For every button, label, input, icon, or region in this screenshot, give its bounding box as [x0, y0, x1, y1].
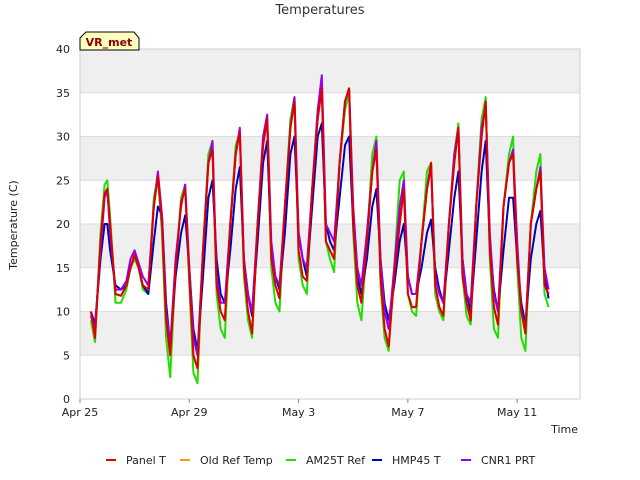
x-axis-title: Time	[550, 423, 578, 436]
x-tick-label: May 11	[497, 406, 537, 419]
series-lines	[89, 74, 550, 385]
y-tick-label: 15	[56, 262, 70, 275]
y-tick-label: 35	[56, 87, 70, 100]
x-tick-label: Apr 25	[62, 406, 99, 419]
legend: Panel T Old Ref Temp AM25T Ref HMP45 T CNR1 …	[106, 454, 536, 467]
x-tick-label: May 3	[282, 406, 315, 419]
y-tick-label: 40	[56, 43, 70, 56]
legend-label-cnr1-prt: CNR1 PRT	[481, 454, 536, 467]
plot-band	[80, 49, 580, 93]
y-tick-label: 10	[56, 306, 70, 319]
series-line-panel-t	[89, 87, 550, 370]
y-tick-label: 5	[63, 349, 70, 362]
legend-label-old-ref-temp: Old Ref Temp	[200, 454, 273, 467]
legend-label-am25t-ref: AM25T Ref	[306, 454, 366, 467]
site-badge: VR_met	[79, 31, 140, 51]
y-tick-label: 30	[56, 131, 70, 144]
badge-label: VR_met	[86, 36, 133, 49]
y-axis-title: Temperature (C)	[7, 180, 20, 270]
chart-title: Temperatures	[274, 3, 364, 18]
y-axis-ticks: 0 5 10 15 20 25 30 35 40	[56, 43, 70, 406]
x-tick-label: Apr 29	[171, 406, 208, 419]
x-axis-ticks: Apr 25 Apr 29 May 3 May 7 May 11	[62, 399, 537, 419]
y-tick-label: 0	[63, 393, 70, 406]
badge-shape	[79, 31, 140, 51]
y-tick-label: 20	[56, 218, 70, 231]
legend-label-panel-t: Panel T	[126, 454, 166, 467]
plot-band	[80, 311, 580, 356]
plot-frame	[79, 48, 581, 400]
x-tick-label: May 7	[391, 406, 424, 419]
plot-band	[80, 136, 580, 181]
y-tick-label: 25	[56, 174, 70, 187]
legend-label-hmp45-t: HMP45 T	[392, 454, 441, 467]
